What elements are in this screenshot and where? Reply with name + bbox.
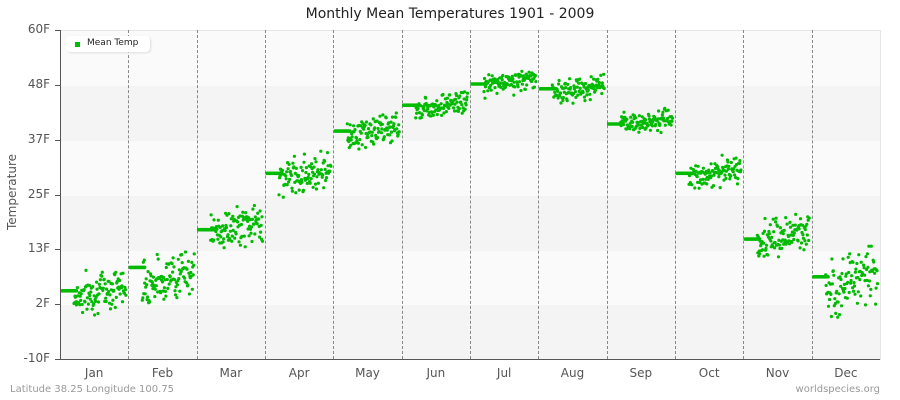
x-tick-label: Nov [765, 366, 790, 380]
month-separator [128, 30, 130, 359]
x-tick-label: May [355, 366, 380, 380]
y-tick-label: 37F [27, 131, 50, 146]
y-tick-label: 13F [27, 241, 50, 256]
x-tick-label: Feb [151, 366, 174, 380]
y-tick-label: 25F [27, 186, 50, 201]
y-tick-mark [55, 30, 60, 31]
x-tick-label: Mar [219, 366, 243, 380]
y-tick-label: 2F [35, 296, 50, 311]
x-tick-label: Apr [288, 366, 310, 380]
y-axis-title: Temperature [5, 154, 19, 231]
month-separator [196, 30, 198, 359]
x-tick-label: Jun [426, 366, 446, 380]
footer-source: worldspecies.org [795, 384, 880, 395]
y-tick-mark [55, 359, 60, 360]
y-tick-label: 60F [27, 22, 50, 36]
x-tick-label: Aug [560, 366, 585, 380]
month-separator [538, 30, 540, 359]
footer-coordinates: Latitude 38.25 Longitude 100.75 [10, 384, 175, 395]
y-tick-mark [55, 139, 60, 141]
legend-label: Mean Temp [87, 38, 139, 48]
y-tick-mark [55, 304, 60, 306]
month-separator [675, 30, 676, 359]
x-axis [60, 359, 880, 360]
x-tick-label: Jan [84, 366, 104, 380]
x-tick-label: Jul [496, 366, 512, 380]
month-separator [265, 30, 266, 359]
month-separator [470, 30, 471, 359]
x-tick-label: Dec [834, 366, 858, 380]
y-tick-label: -10F [23, 351, 50, 365]
y-tick-mark [55, 194, 60, 196]
month-separator [401, 30, 403, 359]
month-separator [333, 30, 335, 359]
chart-title: Monthly Mean Temperatures 1901 - 2009 [305, 6, 595, 22]
legend[interactable]: Mean Temp [66, 36, 150, 52]
month-separator [743, 30, 745, 359]
x-tick-label: Sep [629, 366, 653, 380]
x-tick-label: Oct [698, 366, 720, 380]
y-tick-mark [55, 249, 60, 251]
y-axis [60, 30, 61, 359]
legend-swatch [75, 42, 80, 47]
y-tick-mark [55, 84, 60, 86]
month-separator [606, 30, 608, 359]
month-separator [811, 30, 813, 359]
y-tick-label: 48F [27, 76, 50, 91]
